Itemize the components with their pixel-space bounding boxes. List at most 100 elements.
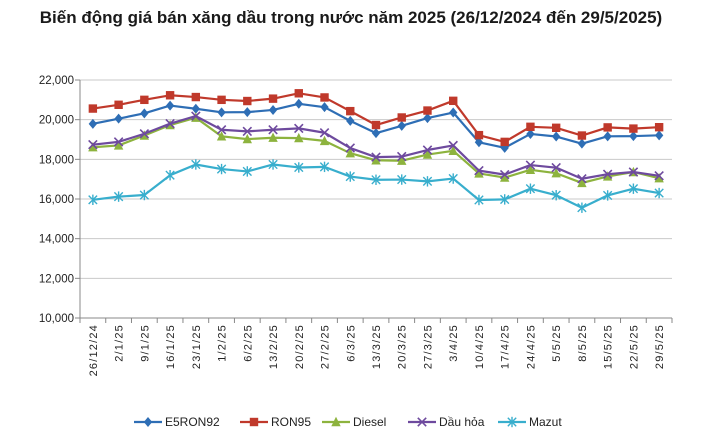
- data-point: [654, 130, 664, 141]
- data-point: [191, 92, 201, 102]
- data-point: [191, 103, 201, 114]
- data-point: [294, 132, 304, 143]
- data-point: [371, 120, 381, 130]
- data-point: [577, 174, 587, 184]
- marker-stroke: [417, 417, 427, 427]
- data-point: [242, 166, 252, 177]
- data-point: [397, 174, 407, 185]
- data-point: [268, 125, 278, 135]
- x-tick-label: 6/3/25: [345, 324, 357, 362]
- data-point: [629, 131, 638, 142]
- data-point: [448, 173, 458, 184]
- data-point: [217, 107, 226, 118]
- data-point: [88, 142, 98, 152]
- x-tick-label: 24/4/25: [525, 324, 537, 369]
- marker-stroke: [191, 111, 201, 121]
- data-point: [165, 170, 175, 181]
- x-tick-label: 27/3/25: [422, 324, 434, 369]
- legend-label: Dầu hỏa: [439, 415, 485, 429]
- marker-stroke: [422, 145, 433, 155]
- legend-label: Mazut: [529, 415, 562, 429]
- data-point: [525, 183, 536, 194]
- marker-stroke: [319, 127, 330, 138]
- data-point: [423, 113, 432, 124]
- data-point: [143, 417, 153, 427]
- data-point: [371, 152, 381, 162]
- y-tick-label: 12,000: [39, 273, 74, 285]
- series-d-u-h-a: [88, 111, 664, 184]
- x-tick-label: 3/4/25: [448, 324, 460, 362]
- legend: E5RON92 RON95 Diesel Dầu hỏa Mazut: [134, 415, 562, 429]
- marker-stroke: [268, 125, 278, 135]
- data-point: [294, 123, 304, 134]
- x-tick-label: 1/2/25: [217, 324, 229, 362]
- data-point: [268, 132, 278, 142]
- x-tick-label: 20/3/25: [397, 324, 409, 369]
- data-point: [165, 118, 175, 129]
- marker-stroke: [242, 126, 253, 137]
- data-point: [397, 120, 406, 131]
- data-point: [525, 160, 536, 170]
- data-point: [396, 151, 407, 162]
- data-point: [397, 113, 406, 122]
- legend-item: Diesel: [322, 415, 386, 429]
- x-tick-label: 29/5/25: [654, 324, 666, 369]
- data-point: [140, 108, 149, 119]
- data-point: [603, 123, 612, 132]
- legend-item: E5RON92: [134, 415, 220, 429]
- x-tick-label: 17/4/25: [500, 324, 512, 369]
- data-point: [526, 122, 535, 132]
- data-point: [320, 102, 329, 113]
- data-point: [345, 143, 356, 153]
- data-point: [551, 123, 561, 132]
- marker-stroke: [577, 174, 587, 184]
- data-point: [249, 417, 259, 427]
- data-point: [417, 417, 427, 427]
- data-point: [422, 149, 433, 159]
- y-tick-label: 18,000: [39, 154, 74, 166]
- data-point: [88, 104, 98, 113]
- data-point: [191, 111, 201, 121]
- marker-stroke: [165, 118, 175, 129]
- data-point: [371, 128, 381, 139]
- data-point: [319, 135, 330, 146]
- data-point: [474, 137, 484, 148]
- marker-stroke: [294, 123, 304, 134]
- data-point: [654, 172, 664, 183]
- data-point: [507, 416, 517, 428]
- series-line: [92, 163, 660, 209]
- y-tick-label: 10,000: [39, 313, 74, 325]
- data-point: [654, 123, 664, 132]
- data-point: [345, 147, 355, 158]
- legend-label: E5RON92: [165, 415, 220, 429]
- data-point: [88, 118, 98, 129]
- data-point: [88, 139, 98, 150]
- x-tick-label: 6/2/25: [242, 324, 254, 362]
- x-tick-label: 8/5/25: [577, 324, 589, 362]
- data-point: [551, 162, 561, 173]
- data-point: [139, 189, 150, 201]
- marker-stroke: [654, 171, 664, 181]
- data-point: [216, 125, 227, 135]
- y-tick-label: 22,000: [39, 75, 74, 87]
- data-point: [242, 133, 253, 144]
- data-point: [449, 107, 458, 118]
- legend-item: Dầu hỏa: [408, 415, 485, 429]
- data-point: [577, 177, 587, 188]
- x-tick-label: 16/1/25: [165, 324, 177, 369]
- data-point: [577, 202, 587, 213]
- marker-stroke: [525, 160, 536, 170]
- axes: 10,000 12,000 14,000 16,000 18,000 20,000 22,0…: [39, 75, 673, 376]
- data-point: [629, 124, 638, 133]
- data-point: [243, 96, 252, 106]
- data-point: [628, 167, 639, 177]
- marker-stroke: [113, 137, 124, 147]
- data-point: [551, 190, 561, 201]
- data-point: [577, 138, 587, 149]
- data-point: [331, 416, 341, 427]
- data-point: [423, 106, 432, 115]
- data-point: [165, 100, 175, 111]
- data-point: [474, 165, 484, 176]
- marker-stroke: [499, 169, 510, 180]
- chart-title: Biến động giá bán xăng dầu trong nước nă…: [39, 8, 663, 27]
